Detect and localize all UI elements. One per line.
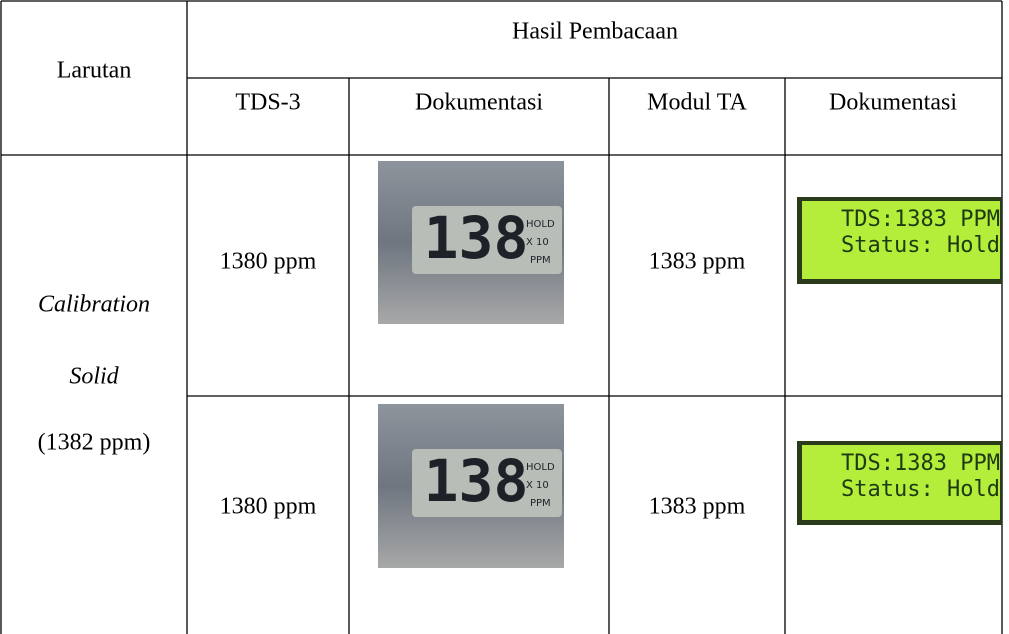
sample-concentration: (1382 ppm) [38,430,151,456]
cell: 1383 ppm [649,249,746,275]
lcd-line: Status: Hold [841,233,1000,258]
cell: 1383 ppm [649,494,746,520]
meter-photo: 138 HOLD X 10 PPM [378,404,564,568]
header-cell: TDS-3 [235,90,300,116]
lcd-line: Status: Hold [841,477,1000,502]
photo-label: HOLD [526,219,555,230]
header-cell: Dokumentasi [829,90,957,116]
lcd-line: TDS:1383 PPM [841,207,1000,232]
header-cell: Larutan [57,58,132,84]
lcd-photo: TDS:1383 PPM Status: Hold [797,197,1002,284]
photo-label: X 10 [526,480,549,491]
header-cell: Modul TA [647,90,747,116]
header-cell: Dokumentasi [415,90,543,116]
header-cell: Hasil Pembacaan [512,19,678,45]
meter-photo: 138 HOLD X 10 PPM [378,161,564,324]
cell: 1380 ppm [220,494,317,520]
document-table: Larutan Hasil Pembacaan TDS-3 Dokumentas… [0,0,1009,634]
photo-digits: 138 [424,204,529,272]
photo-label: HOLD [526,462,555,473]
lcd-photo: TDS:1383 PPM Status: Hold [797,441,1002,525]
cell: 1380 ppm [220,249,317,275]
photo-label: PPM [530,255,551,266]
lcd-line: TDS:1383 PPM [841,451,1000,476]
photo-digits: 138 [424,447,529,515]
photo-label: X 10 [526,237,549,248]
sample-name: Calibration [38,292,150,318]
sample-name: Solid [69,364,119,390]
photo-label: PPM [530,498,551,509]
